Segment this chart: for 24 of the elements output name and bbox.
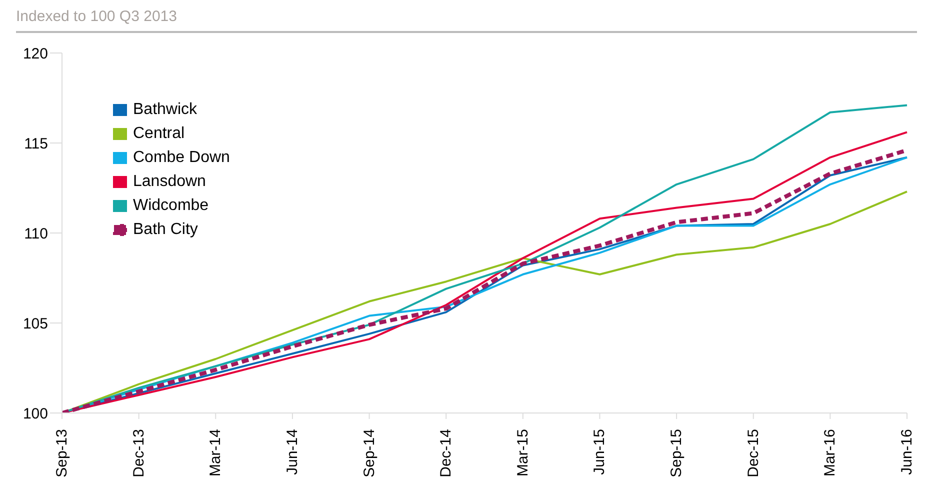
x-tick-label: Sep-14 bbox=[360, 429, 378, 478]
y-tick-label: 110 bbox=[24, 225, 48, 242]
chart-subtitle: Indexed to 100 Q3 2013 bbox=[15, 8, 178, 25]
y-tick-label: 105 bbox=[22, 315, 48, 332]
legend-label: Lansdown bbox=[133, 172, 206, 192]
x-tick-label: Sep-13 bbox=[54, 429, 70, 478]
x-tick-label: Dec-14 bbox=[438, 429, 455, 478]
x-tick-label: Mar-15 bbox=[514, 429, 532, 477]
x-tick-label: Sep-15 bbox=[668, 429, 686, 478]
legend-label: Bathwick bbox=[133, 100, 198, 120]
legend-label: Bath City bbox=[133, 220, 198, 240]
y-tick-label: 115 bbox=[24, 135, 48, 152]
x-tick-label: Jun-14 bbox=[284, 429, 301, 475]
x-tick-label: Jun-16 bbox=[898, 429, 916, 475]
x-tick-label: Mar-16 bbox=[822, 429, 839, 477]
x-tick-label: Dec-15 bbox=[744, 429, 762, 478]
legend-label: Central bbox=[133, 124, 185, 144]
y-tick-label: 100 bbox=[22, 405, 48, 422]
legend-label: Widcombe bbox=[133, 196, 209, 216]
y-tick-label: 120 bbox=[22, 45, 48, 62]
legend-label: Combe Down bbox=[133, 148, 230, 168]
x-tick-label: Jun-15 bbox=[591, 429, 608, 475]
x-tick-label: Mar-14 bbox=[207, 429, 224, 477]
x-tick-label: Dec-13 bbox=[130, 429, 148, 478]
